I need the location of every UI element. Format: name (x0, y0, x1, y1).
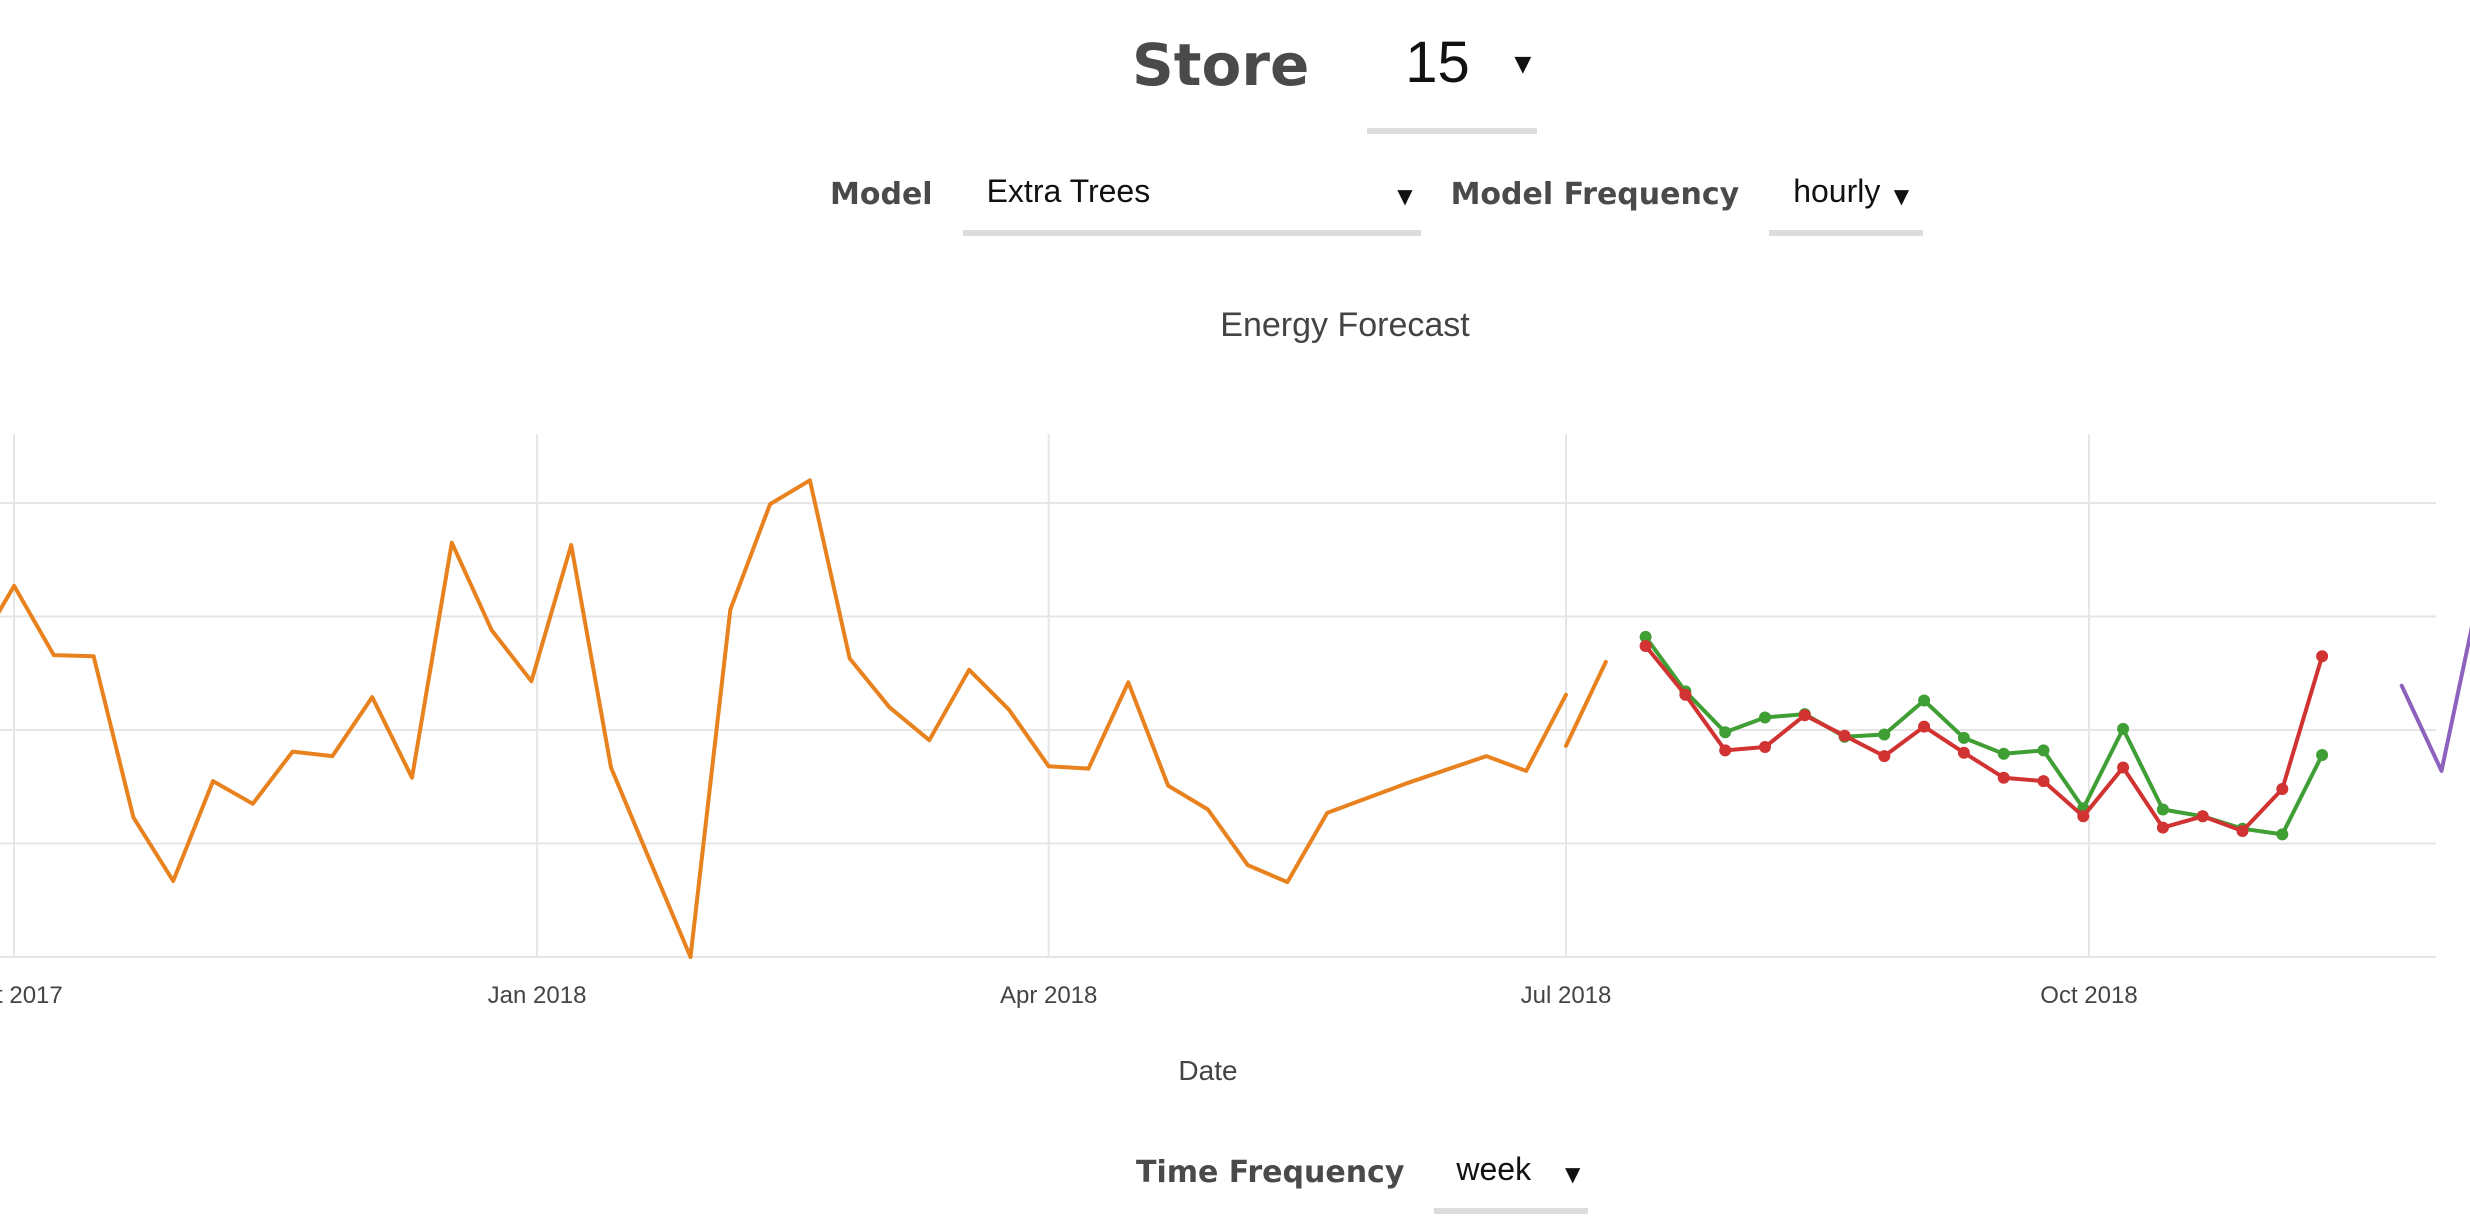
series-point-3 (1639, 640, 1652, 652)
series-point-2 (2276, 828, 2289, 841)
series-point-2 (1719, 726, 1732, 739)
caret-down-icon: ▼ (1893, 184, 1910, 208)
series-point-2 (1878, 728, 1891, 741)
series-point-2 (1639, 630, 1652, 643)
series-point-2 (2037, 744, 2050, 757)
series-point-2 (1957, 731, 1970, 744)
x-tick-label: Oct 2017 (0, 982, 63, 1009)
x-axis-label: Date (1178, 1055, 1237, 1086)
series-point-2 (2156, 803, 2169, 816)
model-controls-row: Model Extra Trees ▼ Model Frequency hour… (830, 164, 1924, 236)
series-point-3 (1918, 720, 1931, 733)
series-point-3 (2196, 810, 2209, 823)
series-line-0 (0, 478, 1568, 959)
time-frequency-label: Time Frequency (1136, 1154, 1405, 1190)
caret-down-icon: ▼ (1397, 184, 1413, 208)
series-point-3 (1838, 729, 1851, 742)
series-point-2 (2316, 749, 2329, 761)
caret-down-icon: ▼ (1514, 52, 1532, 77)
series-line-2 (1643, 634, 2325, 837)
time-frequency-value: week (1456, 1150, 1532, 1187)
time-frequency-dropdown[interactable]: week ▼ (1434, 1142, 1589, 1214)
series-point-3 (1679, 688, 1692, 701)
x-tick-label: Apr 2018 (1000, 982, 1097, 1009)
chart-title: Energy Forecast (1220, 306, 1470, 344)
series-point-3 (2236, 825, 2249, 837)
caret-down-icon: ▼ (1565, 1162, 1581, 1186)
series-point-3 (1759, 741, 1771, 753)
model-value: Extra Trees (986, 172, 1151, 209)
model-frequency-label: Model Frequency (1450, 176, 1740, 212)
x-tick-label: Jul 2018 (1521, 982, 1612, 1009)
store-label: Store (1132, 31, 1310, 99)
series-point-3 (2156, 821, 2169, 834)
model-dropdown[interactable]: Extra Trees ▼ (962, 164, 1421, 236)
model-frequency-value: hourly (1793, 172, 1881, 209)
series-point-3 (1878, 750, 1891, 763)
series-line-1 (1564, 659, 1608, 748)
series-line-3 (1643, 644, 2325, 833)
x-tick-label: Jan 2018 (488, 982, 587, 1009)
series-point-3 (2037, 775, 2050, 788)
store-value: 15 (1405, 29, 1470, 95)
store-dropdown[interactable]: 15 ▼ (1367, 24, 1538, 134)
series-point-3 (1798, 709, 1811, 722)
series-point-3 (2117, 761, 2130, 774)
model-label: Model (830, 176, 933, 212)
time-frequency-row: Time Frequency week ▼ (1136, 1142, 1589, 1214)
store-selector-row: Store 15 ▼ (1132, 24, 1538, 134)
series-point-3 (1957, 746, 1970, 759)
series-point-3 (2316, 650, 2329, 663)
series-line-4 (2399, 626, 2470, 773)
series-point-2 (2117, 722, 2130, 735)
series-point-3 (2077, 810, 2090, 823)
series-point-3 (2276, 783, 2289, 795)
energy-forecast-chart: Energy Forecast Apr 2017Jul 2017Oct 2017… (0, 306, 2470, 1086)
series-point-2 (1997, 747, 2010, 760)
chart-series (0, 478, 2470, 959)
x-tick-label: Oct 2018 (2040, 982, 2137, 1009)
series-point-3 (1719, 744, 1732, 757)
series-point-3 (1997, 771, 2010, 784)
model-frequency-dropdown[interactable]: hourly ▼ (1769, 164, 1924, 236)
series-point-2 (1759, 711, 1771, 724)
chart-grid (0, 434, 2436, 958)
series-point-2 (1918, 694, 1931, 707)
